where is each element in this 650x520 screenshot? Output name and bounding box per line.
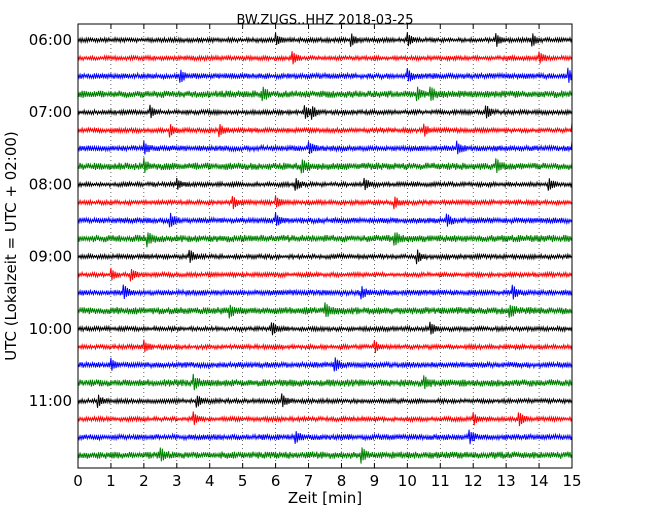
trace-line <box>77 284 573 300</box>
y-tick-label: 06:00 <box>29 31 72 49</box>
trace-line <box>77 321 573 336</box>
trace-line <box>77 140 573 155</box>
x-axis-ticks: 0 1 2 3 4 5 6 7 8 9 10 11 12 13 14 15 <box>73 24 582 490</box>
y-axis-ticks: 06:00 07:00 08:00 09:00 10:00 11:00 <box>29 31 572 410</box>
x-tick-label: 13 <box>497 472 516 490</box>
trace-line <box>77 267 573 282</box>
y-tick-label: 08:00 <box>29 175 72 193</box>
traces <box>77 32 573 464</box>
trace-line <box>77 177 573 191</box>
trace-line <box>77 195 573 210</box>
trace-line <box>77 302 573 319</box>
trace-line <box>77 373 573 391</box>
y-tick-label: 11:00 <box>29 392 72 410</box>
x-tick-label: 10 <box>398 472 417 490</box>
x-tick-label: 2 <box>139 472 149 490</box>
x-tick-label: 12 <box>464 472 483 490</box>
x-tick-label: 15 <box>562 472 581 490</box>
x-tick-label: 7 <box>304 472 314 490</box>
x-tick-label: 3 <box>172 472 182 490</box>
y-tick-label: 07:00 <box>29 103 72 121</box>
y-tick-label: 10:00 <box>29 320 72 338</box>
x-tick-label: 0 <box>73 472 83 490</box>
y-axis-label: UTC (Lokalzeit = UTC + 02:00) <box>2 131 20 361</box>
trace-line <box>77 51 573 65</box>
trace-line <box>77 232 573 248</box>
trace-line <box>77 157 573 174</box>
x-tick-label: 14 <box>530 472 549 490</box>
trace-line <box>77 447 573 464</box>
plot-frame <box>77 23 573 469</box>
trace-line <box>77 429 573 445</box>
trace-line <box>77 104 573 120</box>
trace-line <box>77 249 573 265</box>
trace-line <box>77 357 573 372</box>
y-tick-label: 09:00 <box>29 248 72 266</box>
trace-line <box>77 339 573 354</box>
trace-line <box>77 32 573 47</box>
trace-line <box>77 393 573 408</box>
chart-title: BW.ZUGS..HHZ 2018-03-25 <box>236 13 413 28</box>
x-tick-label: 9 <box>370 472 380 490</box>
x-tick-label: 5 <box>238 472 248 490</box>
trace-line <box>77 86 573 102</box>
trace-line <box>77 67 573 83</box>
trace-line <box>77 212 573 228</box>
trace-line <box>77 122 573 138</box>
trace-line <box>77 411 573 427</box>
x-tick-label: 8 <box>337 472 347 490</box>
x-tick-label: 11 <box>431 472 450 490</box>
x-tick-label: 1 <box>106 472 116 490</box>
x-tick-label: 6 <box>271 472 281 490</box>
x-axis-label: Zeit [min] <box>288 489 362 507</box>
x-tick-label: 4 <box>205 472 215 490</box>
